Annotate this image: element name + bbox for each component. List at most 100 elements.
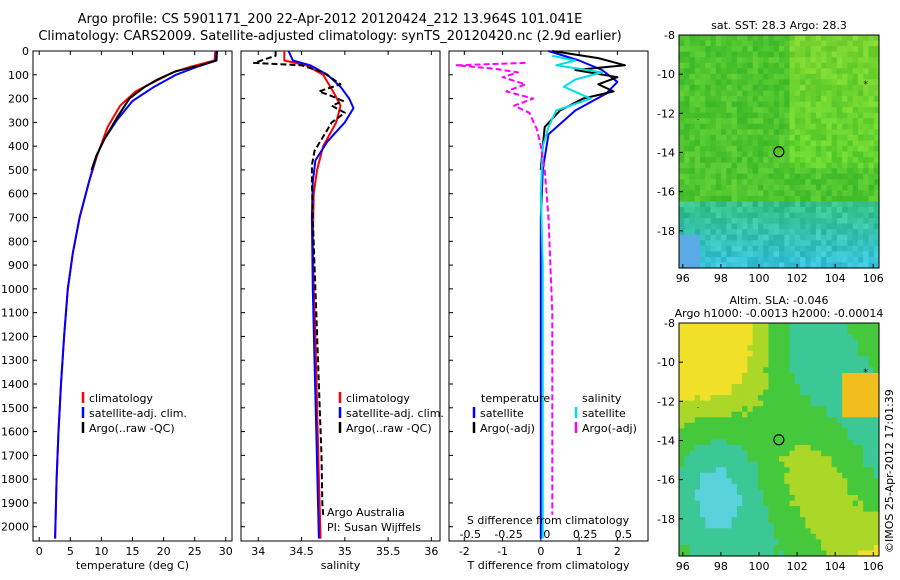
- map-cell: [800, 345, 806, 352]
- map-cell: [694, 544, 701, 552]
- map-cell: [689, 489, 696, 496]
- map-cell: [868, 500, 875, 507]
- map-cell: [742, 378, 749, 385]
- map-cell: [852, 140, 859, 147]
- map-cell: [810, 467, 817, 474]
- map-cell: [721, 378, 727, 385]
- map-cell: [847, 417, 854, 424]
- map-cell: [763, 361, 770, 368]
- map-cell: [757, 461, 764, 468]
- map-cell: [710, 229, 717, 236]
- map-cell: [842, 262, 849, 269]
- map-cell: [857, 234, 864, 241]
- map-cell: [721, 35, 727, 42]
- map-cell: [826, 467, 833, 474]
- map-cell: [679, 168, 685, 175]
- map-cell: [757, 151, 764, 158]
- map-cell: [763, 439, 770, 446]
- map-cell: [789, 157, 796, 164]
- x-tick-label: 1: [576, 545, 583, 558]
- map-cell: [752, 84, 759, 92]
- map-cell: [857, 384, 864, 391]
- map-cell: [831, 195, 838, 203]
- map-cell: [805, 323, 812, 330]
- map-cell: [789, 251, 796, 258]
- map-cell: [779, 62, 785, 69]
- map-cell: [747, 411, 754, 418]
- map-cell: [763, 483, 770, 491]
- map-cell: [684, 506, 691, 513]
- map-cell: [705, 433, 712, 441]
- map-cell: [705, 500, 712, 507]
- map-cell: [868, 151, 875, 158]
- map-cell: [836, 57, 843, 64]
- map-cell: [731, 201, 738, 208]
- map-cell: [768, 223, 775, 230]
- map-cell: [779, 251, 785, 258]
- map-cell: [868, 84, 875, 92]
- y-tick-label: -10: [657, 356, 675, 369]
- map-cell: [810, 384, 817, 391]
- map-cell: [736, 140, 743, 147]
- map-cell: [857, 367, 864, 374]
- map-cell: [852, 112, 859, 119]
- map-cell: [721, 334, 727, 341]
- map-cell: [700, 511, 706, 518]
- map-cell: [826, 411, 833, 418]
- map-cell: [705, 367, 712, 374]
- map-cell: [747, 456, 754, 463]
- map-cell: [700, 123, 706, 130]
- map-cell: [852, 162, 859, 169]
- map-cell: [805, 151, 812, 158]
- map-cell: [710, 212, 717, 219]
- map-cell: [826, 195, 833, 203]
- y-tick-label: -10: [657, 68, 675, 81]
- map-cell: [773, 544, 780, 552]
- map-cell: [731, 223, 738, 230]
- map-cell: [694, 356, 701, 363]
- map-cell: [763, 73, 770, 80]
- map-cell: [684, 361, 691, 368]
- map-cell: [810, 378, 817, 385]
- map-cell: [763, 234, 770, 241]
- map-cell: [821, 162, 827, 169]
- map-cell: [684, 173, 691, 180]
- map-cell: [805, 129, 812, 136]
- map-cell: [747, 361, 754, 368]
- map-cell: [726, 506, 733, 513]
- map-cell: [752, 372, 759, 380]
- map-cell: [721, 411, 727, 418]
- map-cell: [868, 206, 875, 214]
- map-cell: [700, 472, 706, 479]
- salinity-xlabel: salinity: [321, 559, 361, 572]
- map-cell: [752, 35, 759, 42]
- map-cell: [863, 400, 870, 407]
- map-cell: [789, 79, 796, 86]
- map-cell: [752, 151, 759, 158]
- map-cell: [805, 123, 812, 130]
- map-cell: [700, 245, 706, 252]
- map-cell: [789, 417, 796, 424]
- map-cell: [726, 494, 733, 502]
- map-cell: [768, 483, 775, 491]
- map-cell: [715, 517, 722, 524]
- map-cell: [705, 539, 712, 546]
- map-cell: [705, 251, 712, 258]
- map-cell: [694, 51, 701, 58]
- map-cell: [800, 190, 806, 197]
- map-cell: [852, 406, 859, 413]
- map-cell: [684, 162, 691, 169]
- map-cell: [705, 129, 712, 136]
- map-cell: [784, 90, 791, 97]
- map-cell: [679, 517, 685, 524]
- map-cell: [857, 506, 864, 513]
- map-cell: [805, 472, 812, 479]
- map-cell: [842, 84, 849, 92]
- map-cell: [810, 251, 817, 258]
- map-cell: [757, 240, 764, 247]
- map-cell: [784, 389, 791, 396]
- map-cell: [779, 461, 785, 468]
- map-cell: [852, 79, 859, 86]
- map-cell: [805, 240, 812, 247]
- map-cell: [784, 190, 791, 197]
